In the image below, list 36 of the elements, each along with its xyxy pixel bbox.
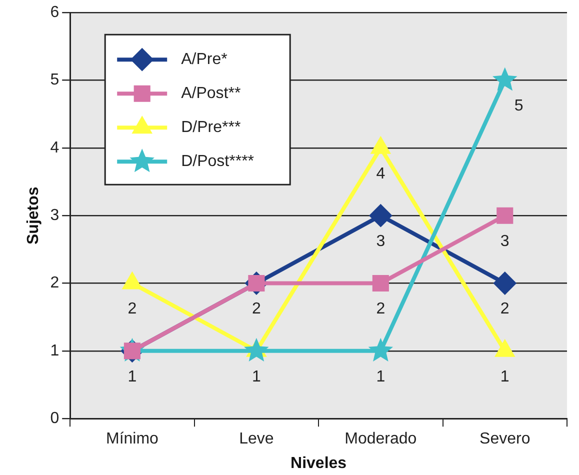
legend-label: D/Post**** [181,153,254,170]
y-tick-label: 6 [50,4,60,22]
point [372,274,389,292]
y-tick-label: 3 [50,207,60,224]
y-axis-title: Sujetos [25,186,42,244]
data-label: 3 [500,233,510,250]
data-label: 1 [500,368,510,386]
x-tick-label: Leve [239,430,274,448]
data-label: 2 [252,300,261,318]
data-label: 1 [252,368,261,386]
data-label: 2 [376,300,386,318]
legend-label: A/Pre* [181,51,228,68]
legend-label: D/Pre*** [181,119,241,136]
data-label: 1 [376,368,386,386]
point [244,338,269,362]
point [493,272,516,295]
y-tick-label: 4 [50,139,60,156]
y-tick-label: 2 [50,274,60,292]
x-axis-title: Niveles [290,454,347,472]
y-tick-label: 1 [50,342,60,360]
data-label: 1 [128,368,137,386]
point [368,338,394,362]
data-label: 2 [128,300,137,318]
data-label: 4 [376,165,386,182]
legend-label: A/Post** [181,85,241,102]
data-label: 2 [500,300,510,318]
data-label: 5 [514,98,524,115]
x-tick-label: Severo [480,430,530,448]
point [496,207,514,224]
point [492,67,518,91]
point [369,204,392,228]
x-tick-label: Mínimo [106,430,159,448]
x-tick-label: Moderado [344,430,417,448]
y-tick-label: 0 [50,410,60,428]
y-tick-label: 5 [50,72,60,89]
data-label: 3 [376,233,386,250]
